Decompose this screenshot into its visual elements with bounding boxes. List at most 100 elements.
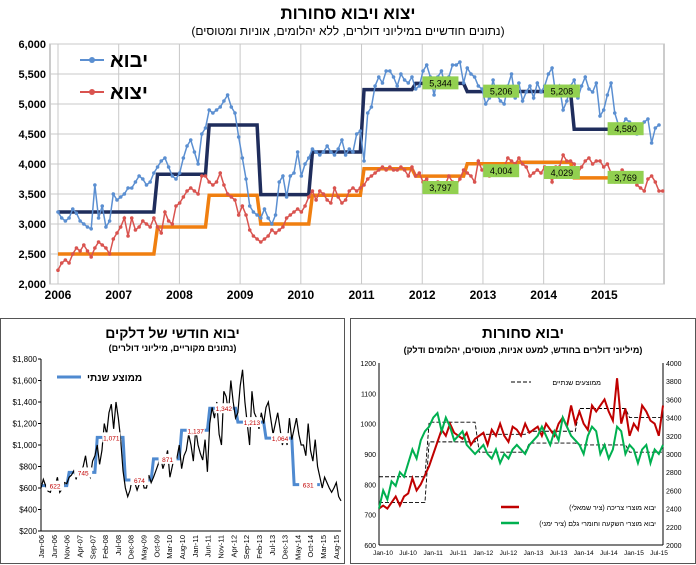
avg-label: 1,071 [103,435,120,442]
import-point [354,132,359,136]
export-point [270,228,274,232]
x-tick-label: Jan-10 [373,550,393,557]
export-point [649,174,654,178]
import-point [520,99,525,103]
x-tick-label: Jan-12 [473,550,493,557]
x-tick-label: Oct-09 [152,535,161,558]
import-point [104,225,108,229]
import-point [74,211,79,215]
y-tick-label: 5,000 [18,99,46,111]
x-tick-label: Feb-08 [101,535,110,559]
import-point [159,159,164,163]
legend-export-marker [89,89,95,95]
right-tick-label: 2200 [666,525,682,532]
x-tick-label: 2009 [227,288,254,302]
export-point [163,210,167,214]
export-point [85,249,90,253]
export-point [78,249,82,253]
export-point [395,168,400,172]
avg-label-box [271,433,290,444]
import-point [594,81,599,85]
export-point [181,195,186,199]
x-tick-label: Apr-07 [75,535,84,558]
export-point [465,171,470,175]
annotation-label: 3,797 [429,183,452,193]
export-point [369,174,374,178]
annotation-label: 3,769 [614,173,637,183]
x-tick-label: Jun-11 [204,535,213,557]
import-point [332,153,337,157]
export-point [240,204,245,208]
import-point [376,75,381,79]
exports-imports-chart: יצוא ויבוא סחורות (נתונים חודשיים במיליו… [18,4,665,302]
import-point [258,216,263,220]
export-point [579,165,584,169]
right-tick-label: 3600 [666,397,682,404]
right-tick-label: 2600 [666,488,682,495]
import-point [295,150,300,154]
import-point [565,99,569,103]
import-point [653,126,658,130]
export-point [594,159,599,163]
import-point [472,75,477,79]
top-chart-subtitle: (נתונים חודשיים במיליוני דולרים, ללא יהל… [191,24,505,38]
import-point [340,138,344,142]
annotation-label: 4,029 [551,168,574,178]
x-tick-label: 2010 [287,288,314,302]
export-point [568,159,573,163]
export-point [509,159,514,163]
x-tick-label: Nov-11 [216,535,225,559]
import-point [458,60,462,64]
import-point [185,144,189,148]
export-point [247,228,252,232]
import-point [155,165,160,169]
export-point [590,162,595,166]
export-point [126,234,130,238]
export-avg-line [58,160,630,256]
import-point [174,177,178,181]
x-tick-label: Jun-06 [50,535,59,558]
right-tick-label: 2000 [666,543,682,550]
import-point [528,84,532,88]
import-point [163,156,167,160]
import-point [166,165,171,169]
import-point [299,174,304,178]
import-point [214,108,219,112]
export-point [461,168,466,172]
import-point [579,84,584,88]
import-point [358,129,363,133]
export-point [310,189,315,193]
export-point [170,222,175,226]
export-point [598,159,602,163]
export-point [292,210,296,214]
fuel-chart-svg: $200 $400 $600 $800 $1,000 $1,200 $1,400 $1,600… [13,355,342,560]
import-point [181,156,186,160]
import-point [373,84,377,88]
import-point [63,219,68,223]
avg-label-box [102,432,121,443]
y-tick-label: 2,500 [18,249,46,261]
import-point [417,84,422,88]
annotation-box [543,84,580,98]
y-tick-label: 5,500 [18,69,46,81]
avg-label-box [74,467,93,478]
annotation-box [422,181,459,194]
export-point [340,201,344,205]
import-point [587,87,591,91]
import-point [391,75,396,79]
avg-label: 1,342 [216,406,233,413]
import-point [229,105,234,109]
fuel-chart-subtitle: (נתונים מקוריים, מיליוני דולרים) [108,343,237,353]
import-point [483,102,488,106]
import-point [601,108,606,112]
x-tick-label: Aug-15 [332,535,341,559]
import-point [177,171,182,175]
import-point [115,198,119,202]
import-point [317,153,322,157]
import-point [78,219,82,223]
goods-chart-title: יבוא סחורות [481,325,565,342]
annotation-box [607,170,644,184]
export-point [281,225,285,229]
import-point [133,180,138,184]
export-point [354,189,359,193]
